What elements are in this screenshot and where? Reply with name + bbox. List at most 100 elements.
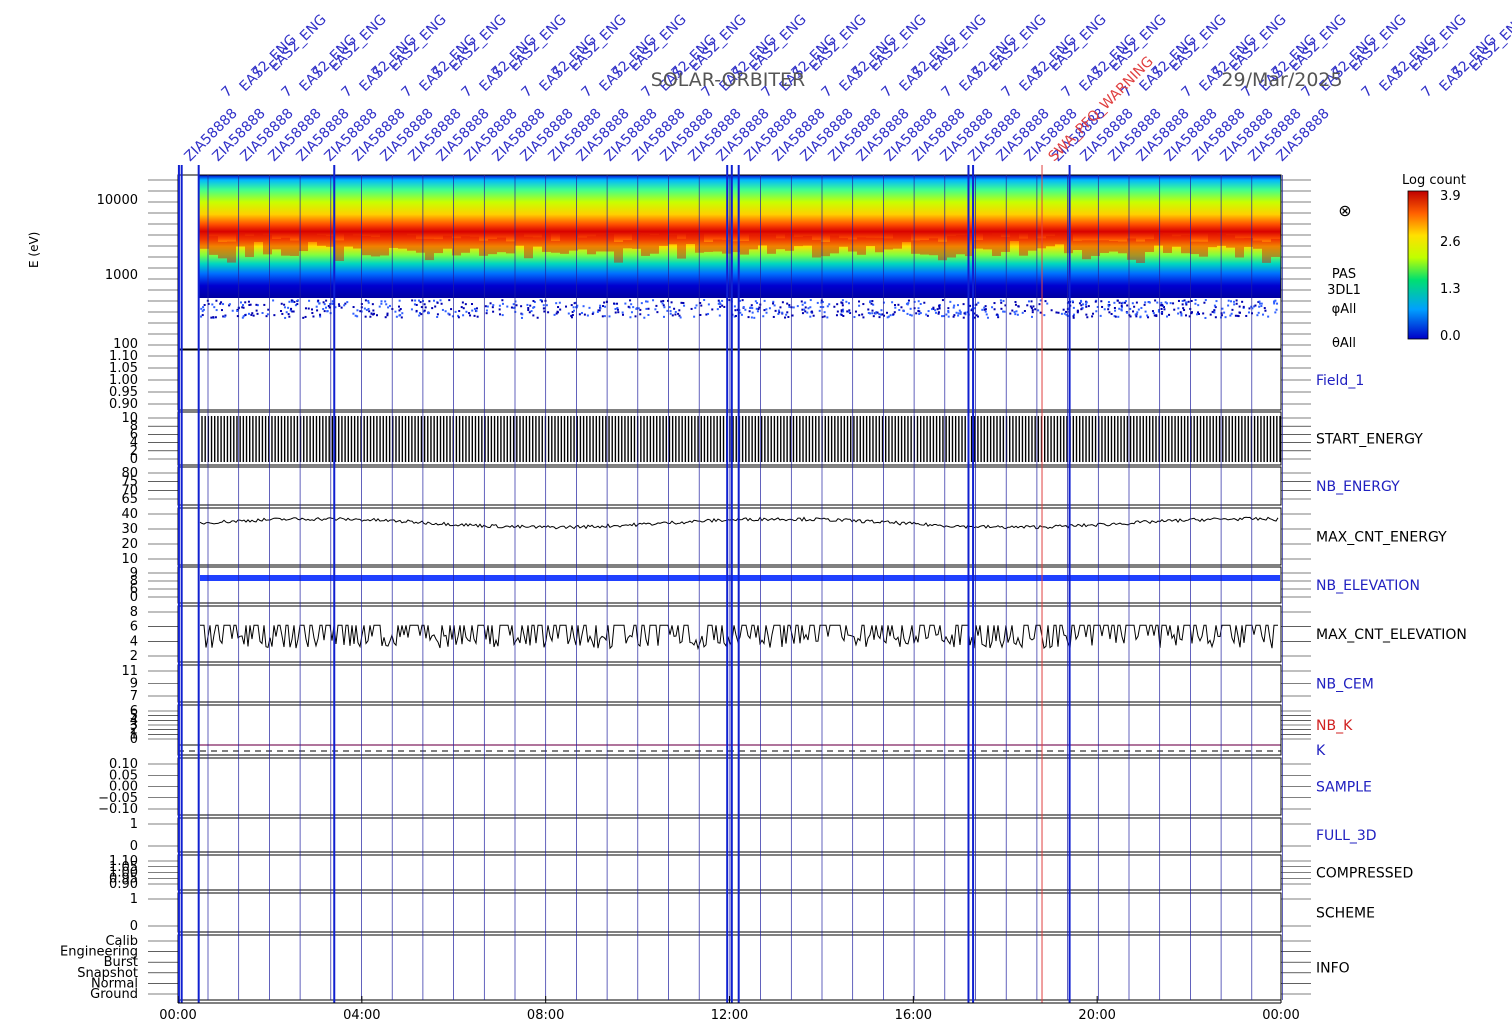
speckle-dot bbox=[1260, 305, 1263, 308]
start_energy-tick-label: 0 bbox=[130, 452, 138, 467]
band-cell bbox=[1217, 234, 1226, 246]
band-cell bbox=[569, 232, 578, 251]
band-cell bbox=[1046, 236, 1055, 247]
speckle-dot bbox=[1202, 312, 1205, 315]
speckle-dot bbox=[621, 311, 624, 314]
start_energy-tick-label: 6 bbox=[130, 427, 138, 442]
speckle-dot bbox=[608, 315, 611, 318]
speckle-dot bbox=[1050, 309, 1053, 312]
speckle-dot bbox=[958, 309, 961, 312]
speckle-dot bbox=[993, 302, 996, 305]
band-cell bbox=[1001, 236, 1010, 252]
speckle-dot bbox=[803, 301, 806, 304]
speckle-dot bbox=[1197, 311, 1200, 314]
speckle-dot bbox=[1181, 303, 1184, 306]
spec-label-phi: φAll bbox=[1332, 302, 1357, 317]
band-cell bbox=[713, 239, 722, 252]
speckle-dot bbox=[917, 309, 920, 312]
speckle-dot bbox=[580, 311, 583, 314]
band-cell bbox=[1208, 232, 1217, 248]
band-cell bbox=[1127, 238, 1136, 260]
band-cell bbox=[497, 237, 506, 253]
speckle-dot bbox=[679, 316, 682, 319]
nb_elevation-label: NB_ELEVATION bbox=[1316, 578, 1420, 594]
band-cell bbox=[740, 240, 749, 255]
band-cell bbox=[506, 241, 515, 254]
speckle-dot bbox=[1030, 315, 1033, 318]
speckle-dot bbox=[953, 314, 956, 317]
speckle-dot bbox=[378, 305, 381, 308]
speckle-dot bbox=[716, 308, 719, 311]
speckle-dot bbox=[984, 308, 987, 311]
band-cell bbox=[263, 234, 272, 255]
speckle-dot bbox=[840, 309, 843, 312]
speckle-dot bbox=[236, 310, 239, 313]
speckle-dot bbox=[1044, 300, 1047, 303]
speckle-dot bbox=[293, 300, 296, 303]
band-cell bbox=[1091, 240, 1100, 256]
speckle-dot bbox=[1038, 303, 1041, 306]
speckle-dot bbox=[1073, 313, 1076, 316]
speckle-dot bbox=[1120, 309, 1123, 312]
speckle-dot bbox=[1113, 301, 1116, 304]
k-frame bbox=[177, 744, 1282, 756]
speckle-dot bbox=[1238, 311, 1241, 314]
speckle-dot bbox=[956, 304, 959, 307]
speckle-dot bbox=[543, 310, 546, 313]
speckle-dot bbox=[1197, 312, 1200, 315]
speckle-dot bbox=[705, 313, 708, 316]
speckle-dot bbox=[418, 312, 421, 315]
band-cell bbox=[1010, 232, 1019, 241]
seven-label: 7 bbox=[1359, 83, 1377, 101]
speckle-dot bbox=[1118, 307, 1121, 310]
band-cell bbox=[866, 237, 875, 247]
nb_energy-frame bbox=[177, 466, 1282, 506]
speckle-dot bbox=[492, 310, 495, 313]
speckle-dot bbox=[215, 309, 218, 312]
speckle-dot bbox=[801, 312, 804, 315]
speckle-dot bbox=[1081, 307, 1084, 310]
speckle-dot bbox=[451, 315, 454, 318]
band-cell bbox=[1181, 235, 1190, 254]
speckle-dot bbox=[869, 301, 872, 304]
speckle-dot bbox=[464, 303, 467, 306]
speckle-dot bbox=[819, 305, 822, 308]
speckle-dot bbox=[1015, 310, 1018, 313]
speckle-dot bbox=[601, 315, 604, 318]
speckle-dot bbox=[1034, 308, 1037, 311]
seven-label: 7 bbox=[579, 83, 597, 101]
speckle-dot bbox=[906, 312, 909, 315]
speckle-dot bbox=[962, 316, 965, 319]
speckle-dot bbox=[647, 307, 650, 310]
full_3d-tick-label: 0 bbox=[130, 839, 138, 854]
seven-label: 7 bbox=[1419, 83, 1437, 101]
speckle-dot bbox=[501, 302, 504, 305]
speckle-dot bbox=[1126, 304, 1129, 307]
speckle-dot bbox=[880, 309, 883, 312]
nb_energy-tick-label: 70 bbox=[121, 483, 138, 498]
nb_elevation-tick-label: 8 bbox=[130, 574, 138, 589]
speckle-dot bbox=[431, 307, 434, 310]
speckle-dot bbox=[826, 305, 829, 308]
speckle-dot bbox=[1236, 314, 1239, 317]
speckle-dot bbox=[1256, 314, 1259, 317]
speckle-dot bbox=[1267, 315, 1270, 318]
speckle-dot bbox=[853, 316, 856, 319]
speckle-dot bbox=[556, 310, 559, 313]
speckle-dot bbox=[283, 303, 286, 306]
band-cell bbox=[1028, 232, 1037, 251]
speckle-dot bbox=[380, 300, 383, 303]
band-cell bbox=[776, 238, 785, 250]
band-cell bbox=[353, 235, 362, 249]
speckle-dot bbox=[241, 316, 244, 319]
speckle-dot bbox=[772, 300, 775, 303]
speckle-dot bbox=[220, 301, 223, 304]
speckle-dot bbox=[1067, 307, 1070, 310]
speckle-dot bbox=[848, 309, 851, 312]
colorbar-title: Log count bbox=[1402, 173, 1466, 188]
compressed-tick-label: 1.10 bbox=[109, 854, 138, 869]
speckle-dot bbox=[598, 309, 601, 312]
speckle-dot bbox=[1129, 307, 1132, 310]
speckle-dot bbox=[1194, 302, 1197, 305]
seven-label: 7 bbox=[279, 83, 297, 101]
